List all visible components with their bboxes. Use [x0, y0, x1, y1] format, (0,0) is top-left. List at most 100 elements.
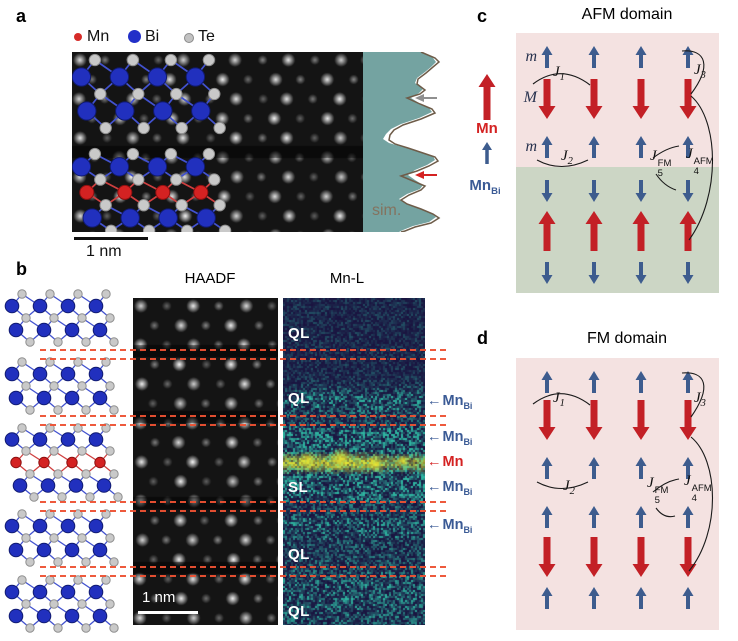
bi-atom	[64, 390, 80, 406]
te-atom	[109, 405, 119, 415]
bi-atom	[88, 584, 104, 600]
legend-mn-spin-arrow	[478, 74, 496, 120]
site-annotation-mn: ←Mn	[427, 454, 464, 470]
te-atom	[49, 381, 59, 391]
te-atom	[132, 173, 145, 186]
te-atom	[109, 623, 119, 633]
te-atom	[77, 533, 87, 543]
te-atom	[17, 575, 27, 585]
te-atom	[99, 121, 112, 135]
left-arrow-icon: ←	[427, 429, 442, 445]
layer-label-ql-4: QL	[288, 603, 310, 620]
column-header-haadf: HAADF	[184, 270, 236, 287]
te-atom	[109, 557, 119, 567]
layer-label-ql-3: QL	[288, 546, 310, 563]
bi-atom	[88, 432, 104, 447]
te-atom	[49, 533, 59, 543]
mn-l-eels-map	[283, 298, 425, 625]
simulation-label: sim.	[372, 202, 402, 219]
layer-boundary-dashed-line	[40, 424, 446, 426]
sublattice-label-M: M	[523, 89, 537, 106]
spin-arrow-down	[588, 262, 600, 284]
legend-mnbi-label: MnBi	[469, 177, 501, 197]
te-atom	[170, 87, 183, 101]
site-annotation-mnbi-3: ←MnBi	[427, 479, 473, 497]
mn-atom	[193, 184, 209, 200]
bi-atom	[32, 518, 48, 534]
site-annotation-mnbi-2: ←MnBi	[427, 429, 473, 447]
bi-atom	[32, 366, 48, 382]
spin-arrow-up	[682, 371, 694, 393]
coupling-label-j3: J3	[694, 62, 706, 81]
te-atom	[25, 405, 35, 415]
bi-atom-legend-icon	[128, 30, 141, 43]
site-annotation-mnbi-1: ←MnBi	[427, 393, 473, 411]
te-atom	[218, 224, 232, 232]
te-atom	[49, 599, 59, 609]
te-atom	[170, 173, 183, 186]
bi-atom	[32, 584, 48, 600]
te-atom	[105, 446, 115, 456]
te-atom	[132, 87, 145, 101]
bi-atom	[8, 542, 24, 558]
scale-bar-label-b: 1 nm	[142, 589, 176, 606]
te-atom	[137, 199, 150, 212]
spin-arrow-up	[588, 136, 600, 158]
spin-arrow-down	[585, 400, 603, 440]
bi-atom	[60, 432, 76, 447]
legend-mnbi-spin-arrow	[482, 142, 492, 164]
bi-atom	[8, 322, 24, 338]
gray-arrow	[415, 94, 424, 102]
te-atom	[81, 405, 91, 415]
spin-arrow-down	[679, 400, 697, 440]
te-atom	[77, 446, 87, 456]
te-atom	[113, 492, 123, 502]
spin-arrow-up	[682, 136, 694, 158]
te-atom	[21, 446, 31, 456]
te-atom	[77, 599, 87, 609]
bi-atom	[36, 390, 52, 406]
red-arrow	[415, 171, 424, 179]
te-atom	[101, 289, 111, 299]
te-atom	[164, 147, 178, 161]
atomic-model-overlay	[72, 53, 232, 232]
bi-atom	[109, 157, 130, 177]
bi-atom	[32, 298, 48, 314]
bi-atom	[4, 432, 20, 447]
te-atom	[53, 469, 63, 479]
mn-atom	[94, 456, 106, 469]
atomic-model-block	[72, 53, 226, 135]
te-atom	[53, 623, 63, 633]
coupling-arc	[688, 95, 713, 241]
coupling-arc	[532, 73, 591, 86]
te-atom	[73, 575, 83, 585]
atomic-model-column	[4, 289, 123, 633]
panel-a-label: a	[16, 6, 27, 26]
legend-label-te: Te	[198, 28, 215, 45]
site-annotation-mnbi-4: ←MnBi	[427, 517, 473, 535]
te-atom	[81, 623, 91, 633]
coupling-arc	[688, 436, 713, 572]
spin-arrow-up	[588, 506, 600, 528]
bi-atom	[4, 518, 20, 534]
bi-atom	[68, 478, 84, 493]
bi-atom	[60, 366, 76, 382]
layer-boundary-dashed-line	[40, 349, 446, 351]
spin-arrow-up	[635, 371, 647, 393]
bi-atom	[158, 208, 178, 228]
experimental-profile-fill	[363, 52, 436, 232]
spin-arrow-down	[588, 180, 600, 202]
bi-atom	[8, 390, 24, 406]
coupling-arc	[681, 50, 705, 95]
spin-arrow-up	[541, 587, 553, 609]
spin-arrow-down	[538, 400, 556, 440]
te-atom	[45, 289, 55, 299]
bi-atom	[12, 478, 28, 493]
coupling-label-j1-d: J1	[553, 390, 565, 409]
layer-boundary-dashed-line	[40, 566, 446, 568]
te-atom	[85, 492, 95, 502]
te-atom	[49, 446, 59, 456]
te-atom	[105, 381, 115, 391]
coupling-arc	[652, 145, 680, 159]
